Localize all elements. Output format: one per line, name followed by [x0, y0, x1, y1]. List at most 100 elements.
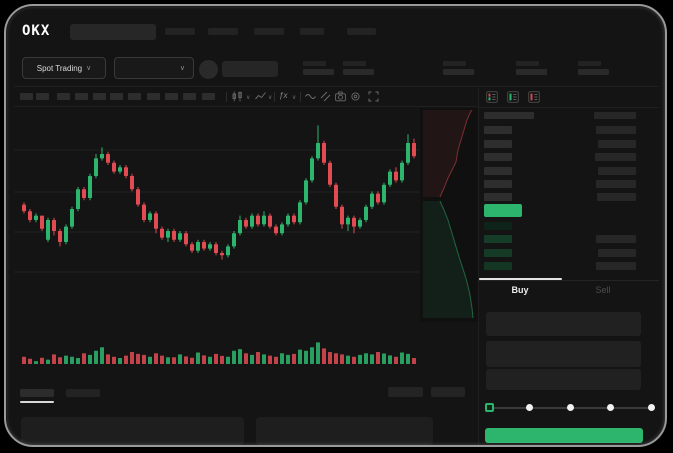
chevron-down-icon[interactable]: ∨	[246, 95, 251, 101]
bottom-tab-placeholder[interactable]	[20, 389, 54, 397]
nav-item-placeholder[interactable]	[254, 28, 284, 35]
okx-logo: OKX	[22, 23, 51, 39]
last-price-placeholder	[222, 61, 278, 77]
ticker-stat-value-placeholder	[303, 69, 334, 75]
slider-stop-dot[interactable]	[566, 404, 574, 411]
divider	[300, 92, 301, 102]
ticker-stat-value-placeholder	[516, 69, 547, 75]
buy-submit-button[interactable]	[485, 428, 643, 443]
tab-buy[interactable]: Buy	[511, 285, 529, 295]
panel-divider	[478, 88, 479, 446]
ask-row-price[interactable]	[484, 193, 512, 201]
ask-row-amount[interactable]	[597, 193, 636, 201]
ask-row-price[interactable]	[484, 153, 512, 161]
ask-row-amount[interactable]	[595, 153, 636, 161]
timeframe-button-placeholder[interactable]	[110, 93, 123, 100]
divider	[274, 92, 275, 102]
tab-bar-baseline	[479, 280, 659, 281]
divider	[14, 86, 659, 87]
last-price-highlight[interactable]	[484, 204, 522, 217]
ticker-stat-label-placeholder	[516, 61, 539, 66]
wave-icon[interactable]	[305, 91, 316, 102]
candlestick-chart[interactable]	[14, 106, 478, 380]
bid-row-price[interactable]	[484, 262, 512, 270]
timeframe-button-placeholder[interactable]	[128, 93, 141, 100]
nav-item-placeholder[interactable]	[300, 28, 324, 35]
candlestick-series	[22, 125, 416, 260]
order-input-field[interactable]	[486, 341, 641, 367]
depth-chart	[420, 108, 478, 322]
bottom-panel-placeholder	[21, 417, 244, 445]
slider-stop-dot[interactable]	[526, 404, 533, 411]
ask-row-amount[interactable]	[598, 167, 636, 175]
ticker-stat-value-placeholder	[443, 69, 474, 75]
timeframe-button-placeholder[interactable]	[20, 93, 33, 100]
ask-row-price[interactable]	[484, 167, 512, 175]
bid-row-price[interactable]	[484, 249, 512, 257]
token-avatar	[199, 60, 218, 79]
fx-indicator-icon[interactable]: ƒx	[279, 91, 288, 100]
timeframe-button-placeholder[interactable]	[93, 93, 106, 100]
divider	[478, 107, 659, 108]
candles-style-icon[interactable]	[232, 91, 243, 102]
app-screen: OKX Spot Trading ∨ ∨	[7, 7, 666, 446]
chevron-down-icon: ∨	[179, 64, 185, 72]
camera-icon[interactable]	[335, 91, 346, 102]
ticker-stat-value-placeholder	[343, 69, 374, 75]
book-bids-icon[interactable]	[507, 91, 519, 103]
bid-row-price[interactable]	[484, 222, 512, 230]
divider	[14, 106, 478, 107]
gridlines	[14, 149, 478, 273]
bid-row-price[interactable]	[484, 235, 512, 243]
ask-row-price[interactable]	[484, 126, 512, 134]
book-asks-icon[interactable]	[528, 91, 540, 103]
compare-icon[interactable]	[320, 91, 331, 102]
fullscreen-icon[interactable]	[368, 91, 379, 102]
pair-dropdown[interactable]: ∨	[114, 57, 194, 79]
tab-sell[interactable]: Sell	[595, 285, 611, 295]
bid-row-amount[interactable]	[598, 249, 636, 257]
bottom-panel-placeholder	[256, 417, 433, 445]
market-type-label: Spot Trading	[36, 63, 83, 73]
order-input-field[interactable]	[486, 312, 641, 336]
order-input-field[interactable]	[486, 369, 641, 390]
bid-row-amount[interactable]	[596, 235, 636, 243]
volume-bars	[22, 342, 416, 364]
market-type-dropdown[interactable]: Spot Trading ∨	[22, 57, 106, 79]
timeframe-button-placeholder[interactable]	[75, 93, 88, 100]
nav-item-placeholder[interactable]	[208, 28, 238, 35]
bottom-action-button-placeholder[interactable]	[431, 387, 465, 397]
bid-row-amount[interactable]	[596, 262, 636, 270]
timeframe-button-placeholder[interactable]	[202, 93, 215, 100]
amount-slider[interactable]	[484, 400, 655, 415]
bottom-active-tab-underline	[20, 401, 54, 403]
timeframe-button-placeholder[interactable]	[57, 93, 70, 100]
book-all-icon[interactable]	[486, 91, 498, 103]
ask-row-price[interactable]	[484, 180, 512, 188]
settings-icon[interactable]	[350, 91, 361, 102]
timeframe-button-placeholder[interactable]	[183, 93, 196, 100]
nav-search-placeholder[interactable]	[70, 24, 156, 40]
timeframe-button-placeholder[interactable]	[36, 93, 49, 100]
ask-row-amount[interactable]	[596, 180, 636, 188]
slider-handle[interactable]	[484, 403, 494, 412]
timeframe-button-placeholder[interactable]	[147, 93, 160, 100]
chevron-down-icon[interactable]: ∨	[268, 95, 273, 101]
ask-row-price[interactable]	[484, 140, 512, 148]
nav-item-placeholder[interactable]	[165, 28, 195, 35]
chevron-down-icon[interactable]: ∨	[292, 95, 297, 101]
slider-stop-dot[interactable]	[607, 404, 614, 411]
bottom-tab-placeholder[interactable]	[66, 389, 100, 397]
ask-row-amount[interactable]	[598, 140, 636, 148]
divider	[226, 92, 227, 102]
timeframe-button-placeholder[interactable]	[165, 93, 178, 100]
ask-row-amount[interactable]	[596, 126, 636, 134]
bottom-action-button-placeholder[interactable]	[388, 387, 423, 397]
nav-item-placeholder[interactable]	[347, 28, 376, 35]
slider-stop-dot[interactable]	[647, 404, 655, 411]
ticker-stat-label-placeholder	[343, 61, 366, 66]
ticker-stat-label-placeholder	[303, 61, 326, 66]
orderbook-header-price	[484, 112, 534, 119]
line-style-icon[interactable]	[255, 91, 266, 102]
